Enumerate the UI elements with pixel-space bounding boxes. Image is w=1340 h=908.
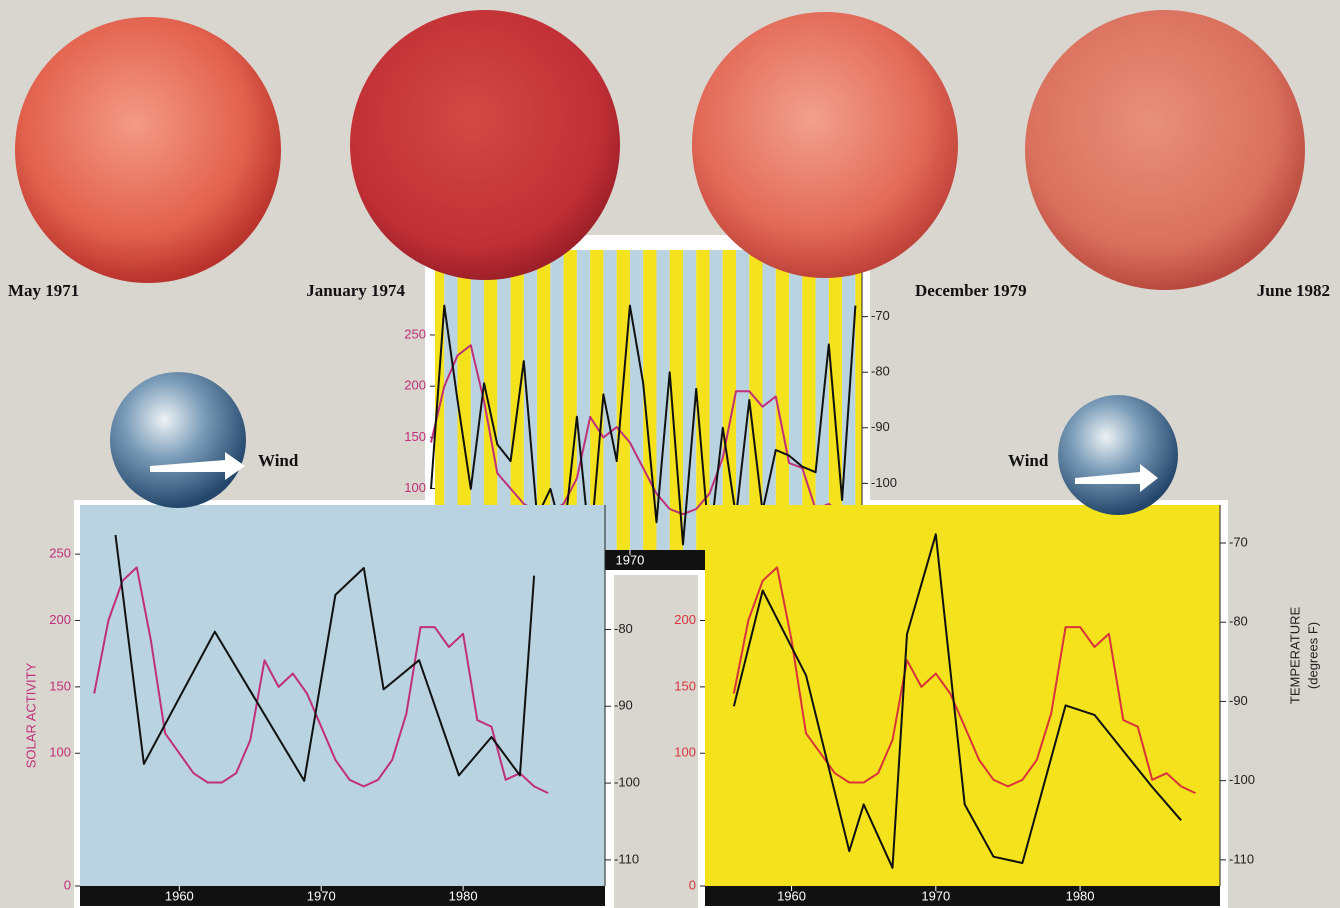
earth-photo (1058, 395, 1178, 515)
y-tick-label: 100 (674, 745, 696, 760)
y2-tick-label: -70 (1229, 534, 1248, 549)
x-tick-label: 1960 (777, 888, 806, 903)
y2-tick-label: -70 (871, 308, 890, 323)
wind-label: Wind (1008, 451, 1049, 470)
x-tick-label: 1970 (615, 552, 644, 567)
y2-tick-label: -90 (871, 419, 890, 434)
sun-photo (692, 12, 958, 278)
photo-caption: May 1971 (8, 281, 79, 300)
y-tick-label: 250 (404, 326, 426, 341)
illustration: 1960 1970 1980 100 150 200 250 -70 -80 -90 -100 196… (0, 0, 1340, 908)
photo-caption: January 1974 (306, 281, 405, 300)
sun-photo (350, 10, 620, 280)
y2-tick-label: -80 (1229, 614, 1248, 629)
y-tick-label: 150 (404, 429, 426, 444)
y2-axis-label: (degrees F) (1305, 622, 1320, 689)
year-stripe (683, 250, 696, 550)
earth-photo (110, 372, 246, 508)
wind-label: Wind (258, 451, 299, 470)
y2-tick-label: -90 (614, 698, 633, 713)
x-tick-label: 1970 (921, 888, 950, 903)
y2-tick-label: -80 (614, 621, 633, 636)
y-tick-label: 250 (49, 546, 71, 561)
y-axis-label: SOLAR ACTIVITY (23, 662, 38, 768)
y2-tick-label: -80 (871, 364, 890, 379)
page: 1960 1970 1980 100 150 200 250 -70 -80 -90 -100 196… (0, 0, 1340, 908)
year-stripe (630, 250, 643, 550)
y2-axis-label: TEMPERATURE (1287, 607, 1302, 705)
y-tick-label: 200 (49, 612, 71, 627)
y-tick-label: 0 (64, 877, 71, 892)
x-tick-label: 1980 (449, 888, 478, 903)
y2-tick-label: -90 (1229, 693, 1248, 708)
sun-photo (15, 17, 281, 283)
y-tick-label: 200 (404, 378, 426, 393)
y-tick-label: 150 (674, 678, 696, 693)
sun-photo (1025, 10, 1305, 290)
photo-caption: June 1982 (1257, 281, 1330, 300)
plot-background (705, 505, 1220, 886)
y2-tick-label: -100 (1229, 772, 1255, 787)
y-tick-label: 200 (674, 612, 696, 627)
year-stripe (617, 250, 630, 550)
y-tick-label: 150 (49, 678, 71, 693)
y2-tick-label: -100 (871, 475, 897, 490)
photo-caption: December 1979 (915, 281, 1027, 300)
y-tick-label: 100 (49, 745, 71, 760)
x-tick-label: 1960 (165, 888, 194, 903)
y2-tick-label: -110 (614, 851, 639, 866)
x-tick-label: 1980 (1066, 888, 1095, 903)
y-tick-label: 100 (404, 480, 426, 495)
y2-tick-label: -110 (1229, 851, 1254, 866)
y-tick-label: 0 (689, 877, 696, 892)
x-tick-label: 1970 (307, 888, 336, 903)
y2-tick-label: -100 (614, 775, 640, 790)
x-axis-bar (80, 886, 605, 906)
